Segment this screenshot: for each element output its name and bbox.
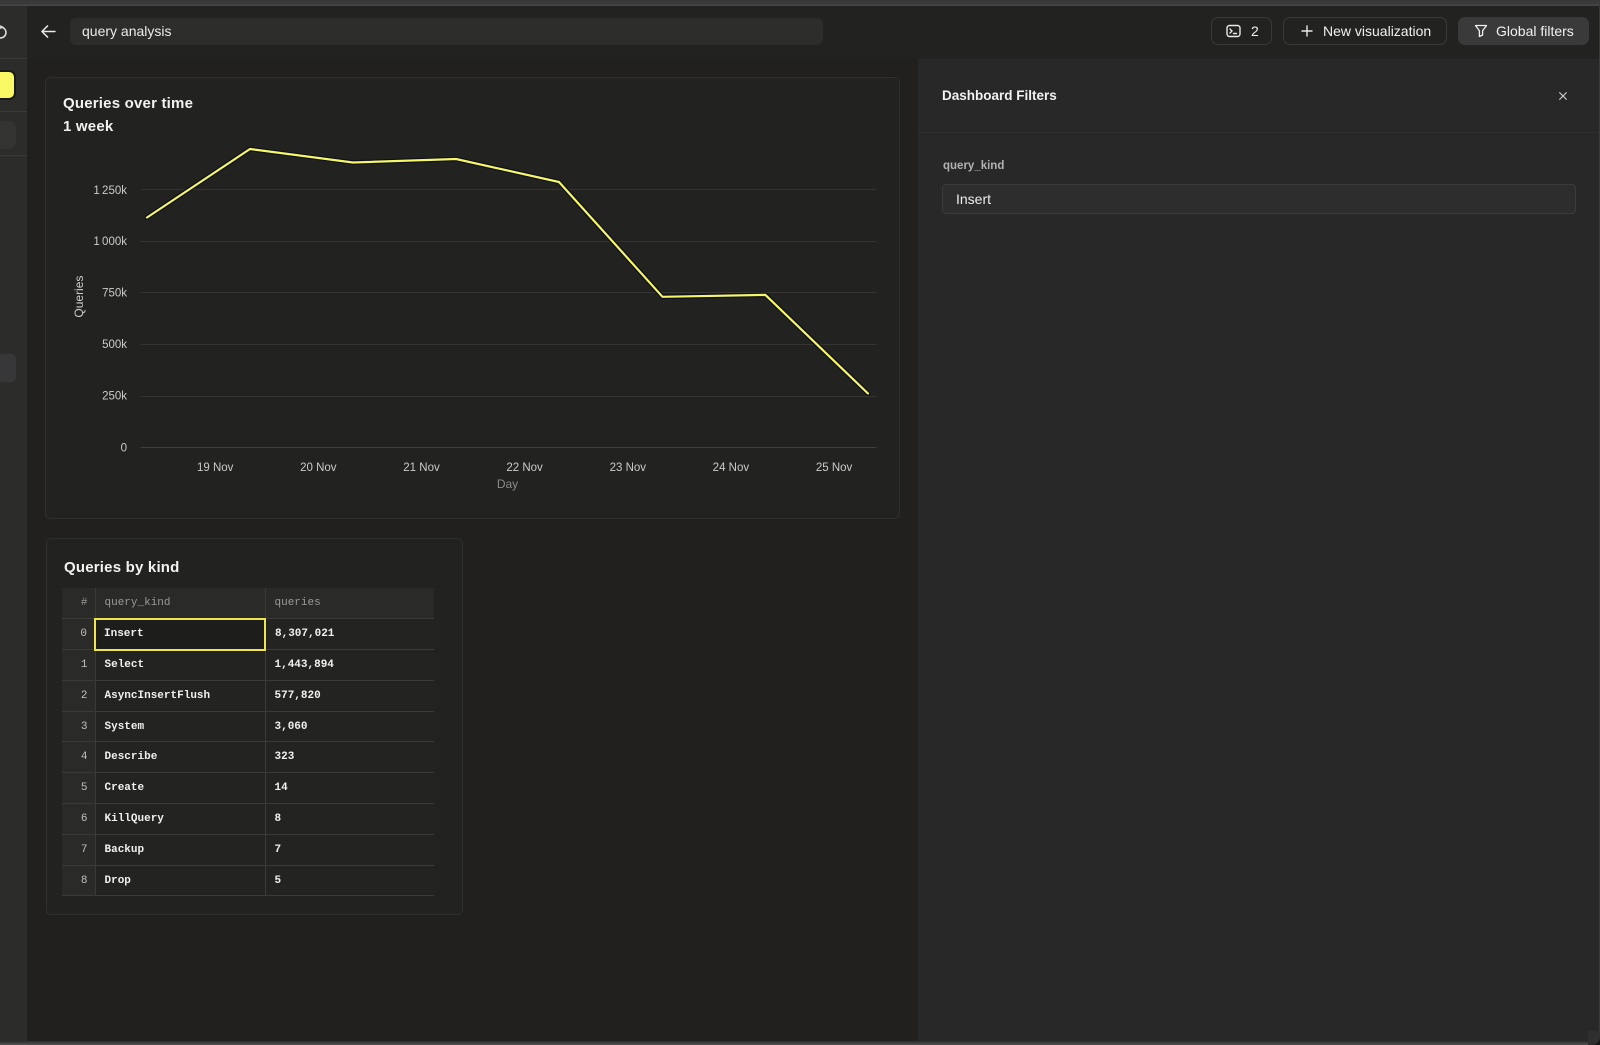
svg-text:Day: Day bbox=[497, 477, 518, 491]
svg-text:22 Nov: 22 Nov bbox=[506, 462, 543, 474]
svg-text:250k: 250k bbox=[102, 391, 127, 403]
svg-text:1 250k: 1 250k bbox=[93, 185, 127, 197]
svg-text:23 Nov: 23 Nov bbox=[610, 462, 647, 474]
svg-text:25 Nov: 25 Nov bbox=[816, 462, 853, 474]
svg-text:Queries: Queries bbox=[72, 276, 86, 318]
svg-text:750k: 750k bbox=[102, 288, 127, 300]
svg-text:0: 0 bbox=[121, 443, 127, 455]
svg-text:1 000k: 1 000k bbox=[93, 236, 127, 248]
svg-text:500k: 500k bbox=[102, 339, 127, 351]
svg-text:21 Nov: 21 Nov bbox=[403, 462, 440, 474]
svg-text:19 Nov: 19 Nov bbox=[197, 462, 234, 474]
svg-text:24 Nov: 24 Nov bbox=[713, 462, 750, 474]
svg-text:20 Nov: 20 Nov bbox=[300, 462, 337, 474]
